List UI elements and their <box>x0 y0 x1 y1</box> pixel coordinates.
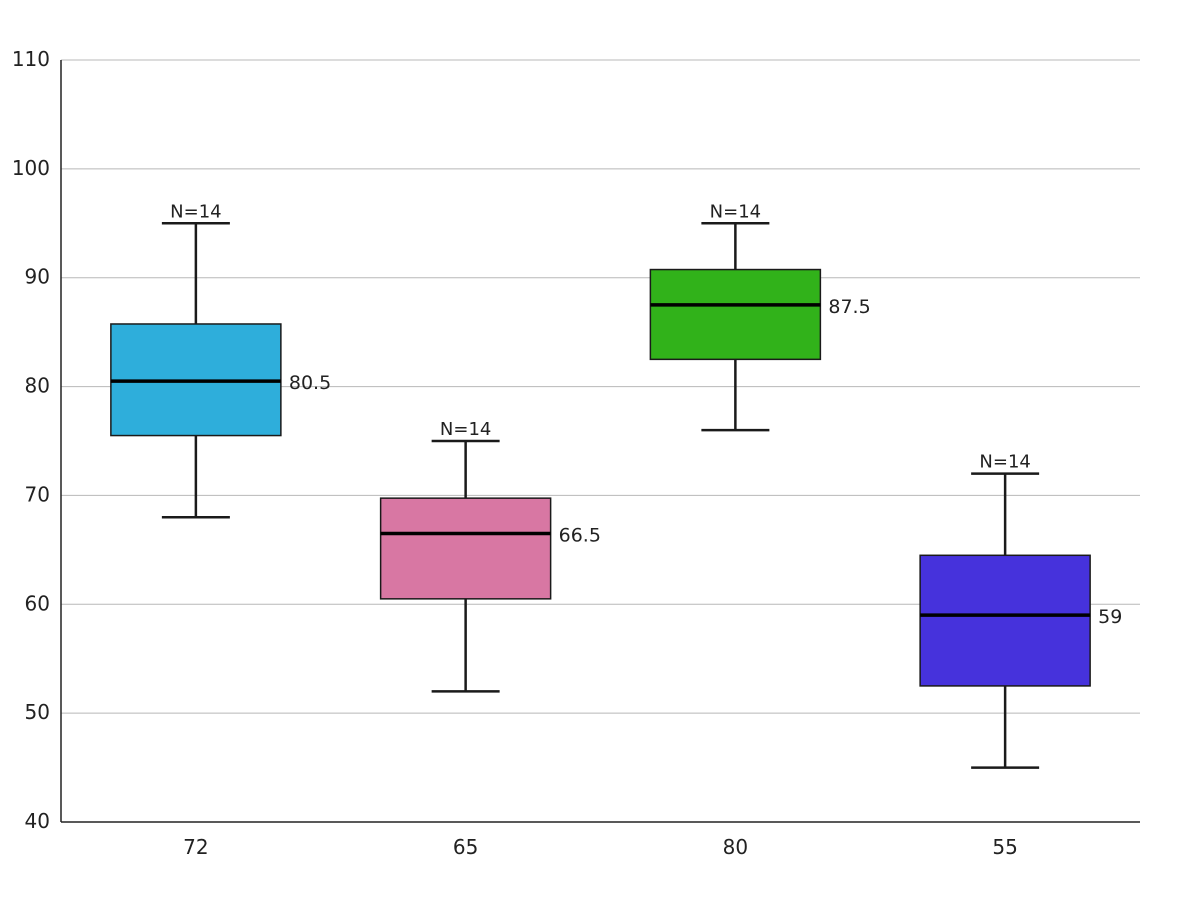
box-plot-80: 87.5 N=14 <box>649 201 871 432</box>
y-tick-label: 100 <box>12 156 50 180</box>
y-tick-label: 90 <box>25 265 50 289</box>
y-tick-label: 70 <box>25 482 50 506</box>
median-label: 80.5 <box>289 372 331 394</box>
sample-size-label: N=14 <box>170 201 221 222</box>
iqr-box <box>919 554 1091 687</box>
x-tick-label: 72 <box>183 835 208 859</box>
y-tick-label: 80 <box>25 374 50 398</box>
y-tick-label: 50 <box>25 700 50 724</box>
box-plot-65: 66.5 N=14 <box>379 419 601 693</box>
median-label: 87.5 <box>828 296 870 318</box>
median-label: 59 <box>1098 606 1122 628</box>
tick-labels: 40 50 60 70 80 90 100 110 72 65 80 55 <box>12 47 1018 859</box>
x-tick-label: 80 <box>723 835 748 859</box>
x-tick-label: 55 <box>992 835 1017 859</box>
axes <box>60 60 1140 823</box>
iqr-box <box>379 497 552 600</box>
iqr-box <box>649 268 822 361</box>
median-label: 66.5 <box>559 525 601 547</box>
y-tick-label: 110 <box>12 47 50 71</box>
box-series: 80.5 N=14 66.5 N=14 87.5 N=14 59 N=14 <box>110 201 1122 769</box>
x-tick-label: 65 <box>453 835 478 859</box>
sample-size-label: N=14 <box>710 201 761 222</box>
box-plot-55: 59 N=14 <box>919 452 1122 769</box>
sample-size-label: N=14 <box>440 419 491 440</box>
y-tick-label: 40 <box>25 809 50 833</box>
box-plot-72: 80.5 N=14 <box>110 201 331 519</box>
y-tick-label: 60 <box>25 591 50 615</box>
sample-size-label: N=14 <box>979 452 1030 473</box>
